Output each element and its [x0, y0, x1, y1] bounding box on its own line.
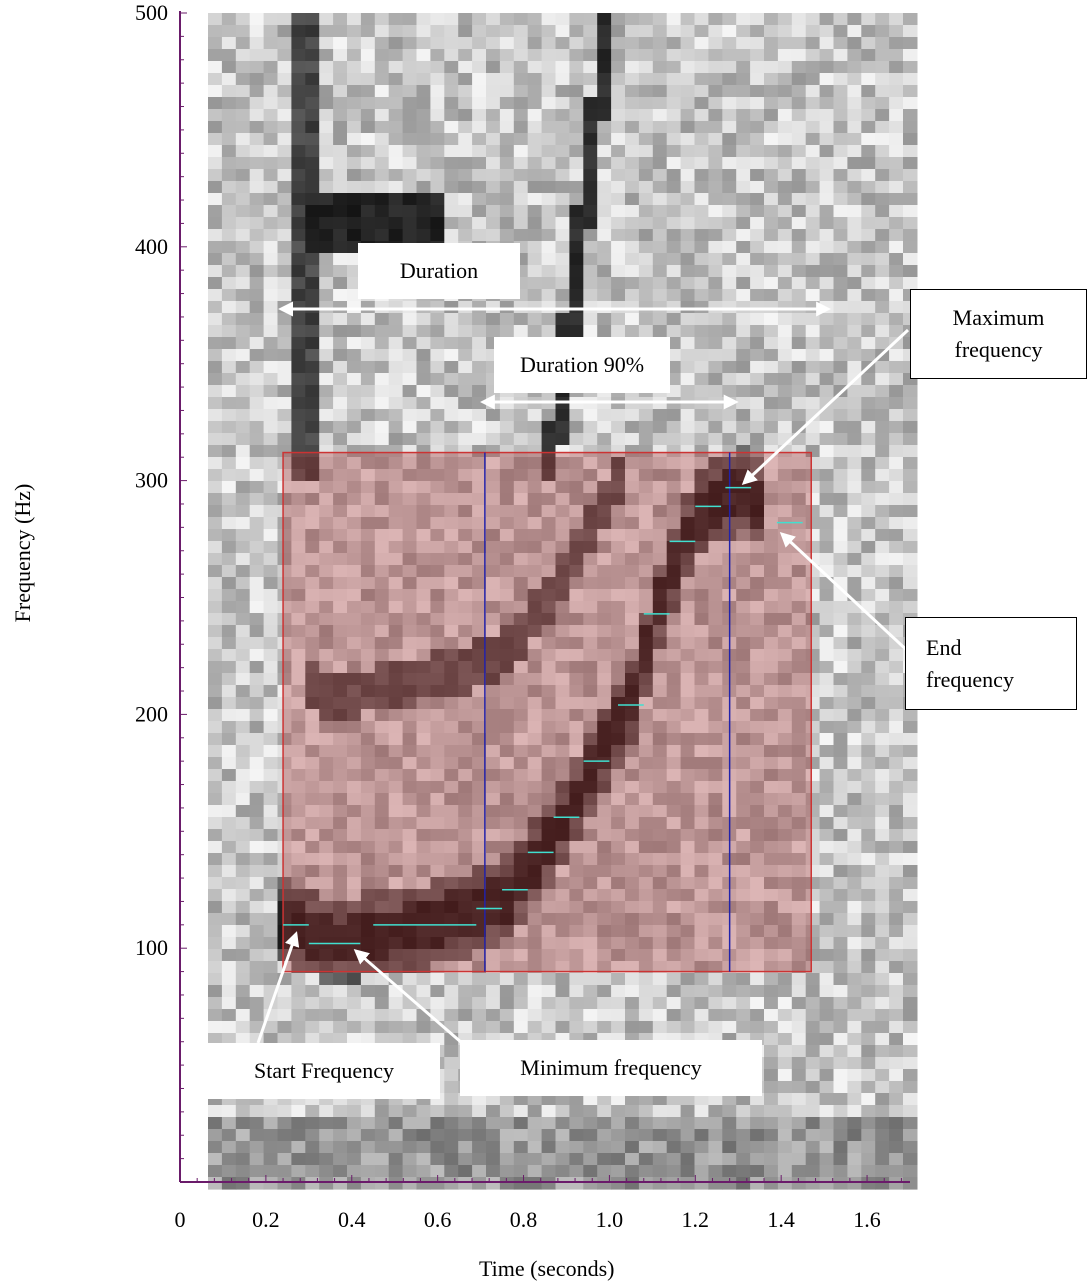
spectrogram-cells [208, 13, 918, 1190]
end-frequency-label: End frequency [926, 634, 1014, 692]
end-frequency-annotation: End frequency [905, 617, 1077, 710]
minimum-frequency-arrow [353, 949, 463, 1045]
y-tick-label: 200 [135, 701, 168, 726]
maximum-frequency-label: Maximum frequency [952, 305, 1045, 362]
y-axis-label: Frequency (Hz) [10, 483, 35, 623]
selection-box [282, 451, 812, 973]
x-tick-label: 1.0 [596, 1207, 624, 1232]
x-tick-label: 0 [175, 1207, 186, 1232]
duration-90-annotation: Duration 90% [494, 337, 670, 393]
x-axis-label: Time (seconds) [479, 1256, 615, 1281]
y-tick-label: 400 [135, 234, 168, 259]
duration-annotation: Duration [358, 243, 520, 299]
y-tick-label: 500 [135, 0, 168, 25]
x-tick-label: 0.2 [252, 1207, 280, 1232]
start-frequency-arrow [256, 931, 300, 1044]
end-frequency-arrow [779, 531, 914, 657]
start-frequency-annotation: Start Frequency [208, 1043, 440, 1099]
y-tick-label: 300 [135, 468, 168, 493]
x-tick-label: 0.8 [510, 1207, 538, 1232]
maximum-frequency-annotation: Maximum frequency [910, 289, 1087, 379]
y-tick-label: 100 [135, 935, 168, 960]
x-tick-label: 1.4 [767, 1207, 795, 1232]
maximum-frequency-arrow [741, 328, 910, 486]
x-tick-label: 0.6 [424, 1207, 452, 1232]
x-tick-label: 1.2 [682, 1207, 710, 1232]
x-tick-label: 0.4 [338, 1207, 366, 1232]
x-tick-label: 1.6 [853, 1207, 881, 1232]
minimum-frequency-annotation: Minimum frequency [460, 1040, 762, 1096]
